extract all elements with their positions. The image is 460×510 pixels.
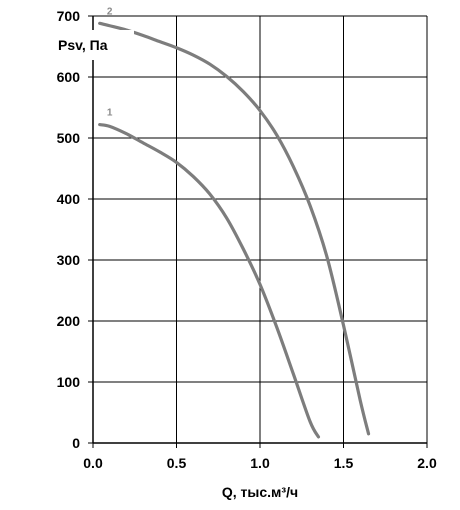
series-lines [98,21,371,439]
x-tick-label: 0.5 [167,455,187,471]
x-tick-labels: 0.0 0.5 1.0 1.5 2.0 [83,455,437,471]
grid [88,15,428,448]
y-tick-label: 0 [72,435,80,451]
y-tick-label: 500 [57,130,81,146]
x-tick-label: 1.0 [250,455,270,471]
y-tick-label: 100 [57,374,81,390]
series-label-2: 2 [107,6,113,17]
series-line-1 [98,122,321,439]
y-tick-label: 700 [57,8,81,24]
x-tick-label: 0.0 [83,455,103,471]
y-axis-label: Psv, Па [58,37,108,53]
ylabel-background [52,30,134,60]
x-tick-label: 1.5 [334,455,354,471]
y-tick-label: 300 [57,252,81,268]
x-axis-label: Q, тыс.м³/ч [222,484,298,500]
y-tick-label: 400 [57,191,81,207]
y-tick-label: 600 [57,69,81,85]
y-tick-labels: 0 100 200 300 400 500 600 700 [57,8,81,451]
x-tick-label: 2.0 [417,455,437,471]
series-line-2 [98,21,371,436]
series-label-1: 1 [107,108,113,119]
y-tick-label: 200 [57,313,81,329]
series-labels: 12 [107,6,113,118]
